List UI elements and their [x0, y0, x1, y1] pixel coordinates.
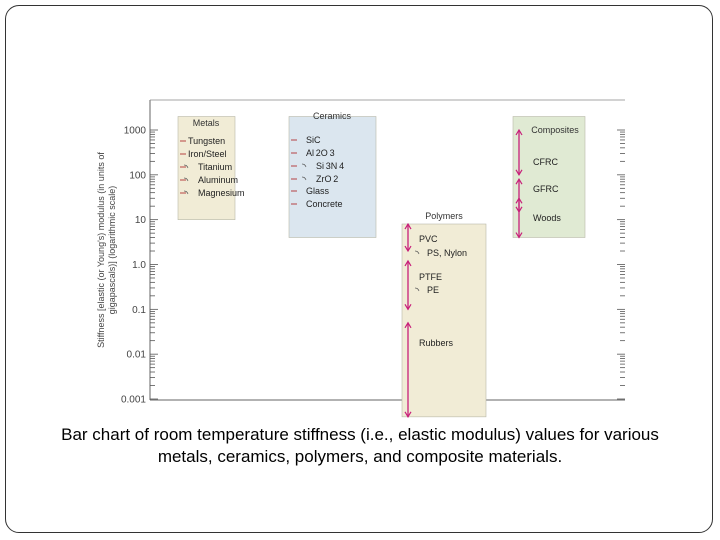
material-label: Titanium: [198, 162, 232, 172]
leader-line: [183, 190, 189, 195]
leader-line: [183, 164, 189, 169]
material-label: Concrete: [306, 199, 343, 209]
y-tick-label: 0.1: [132, 305, 146, 316]
range-arrow-head: [404, 321, 412, 329]
leader-line: [414, 287, 420, 292]
material-label: PTFE: [419, 272, 442, 282]
group-ceramics: Ceramics SiC Al 2O 3 Si 3N 4 ZrO 2 Glass Concr…: [288, 111, 377, 238]
group-box: [177, 116, 236, 220]
range-arrow-head: [404, 411, 412, 419]
leader-line: [183, 177, 189, 182]
group-polymers: Polymers PVC PS, Nylon PTFE PE Rubbers: [401, 211, 487, 419]
material-label: Si 3N 4: [316, 161, 344, 171]
axis-labels: 1000 100 10 1.0 0.1 0.01 0.001 Stiffness [elast…: [96, 126, 146, 406]
material-label: ZrO 2: [316, 174, 338, 184]
group-box: [401, 223, 487, 418]
material-label: CFRC: [533, 157, 558, 167]
y-tick-label: 1.0: [132, 260, 146, 271]
material-label: PS, Nylon: [427, 248, 467, 258]
material-label: Tungsten: [188, 136, 225, 146]
leader-line: [414, 250, 420, 255]
material-label: GFRC: [533, 184, 559, 194]
material-label: Glass: [306, 186, 330, 196]
material-label: Aluminum: [198, 175, 238, 185]
material-label: PVC: [419, 234, 438, 244]
slide-frame: [5, 5, 713, 533]
range-arrow-head: [515, 197, 523, 204]
group-title: Ceramics: [313, 111, 352, 121]
range-arrow-head: [515, 128, 523, 136]
y-tick-label: 0.01: [127, 350, 147, 361]
stiffness-bar-chart: Metals Tungsten Iron/Steel Titanium Aluminum…: [96, 99, 625, 419]
group-composites: Composites CFRC GFRC Woods: [512, 116, 586, 239]
figure-caption: Bar chart of room temperature stiffness …: [61, 425, 659, 466]
leader-line: [301, 163, 307, 168]
material-label: SiC: [306, 135, 321, 145]
material-label: Rubbers: [419, 338, 454, 348]
group-metals: Metals Tungsten Iron/Steel Titanium Aluminum…: [177, 116, 245, 220]
material-label: Al 2O 3: [306, 148, 335, 158]
range-arrow-head: [404, 304, 412, 311]
y-tick-label: 0.001: [121, 395, 146, 406]
group-title: Metals: [193, 118, 220, 128]
material-label: Magnesium: [198, 188, 245, 198]
y-axis-title: Stiffness [elastic (or Young's) modulus …: [96, 152, 117, 348]
y-tick-label: 1000: [124, 126, 147, 137]
material-label: PE: [427, 285, 439, 295]
range-arrow-head: [404, 259, 412, 267]
range-arrow-head: [404, 222, 412, 230]
group-box: [512, 116, 586, 238]
material-groups: Metals Tungsten Iron/Steel Titanium Aluminum…: [177, 111, 586, 419]
axis-ticks: [149, 99, 625, 401]
range-arrow-head: [404, 245, 412, 253]
range-arrow-head: [515, 178, 523, 185]
group-title: Composites: [531, 125, 579, 135]
range-arrow-head: [515, 169, 523, 176]
range-arrow-head: [515, 232, 523, 239]
material-label: Iron/Steel: [188, 149, 227, 159]
group-title: Polymers: [425, 211, 463, 221]
material-label: Woods: [533, 213, 561, 223]
y-tick-label: 100: [129, 170, 146, 181]
y-tick-label: 10: [135, 215, 147, 226]
leader-line: [301, 176, 307, 181]
